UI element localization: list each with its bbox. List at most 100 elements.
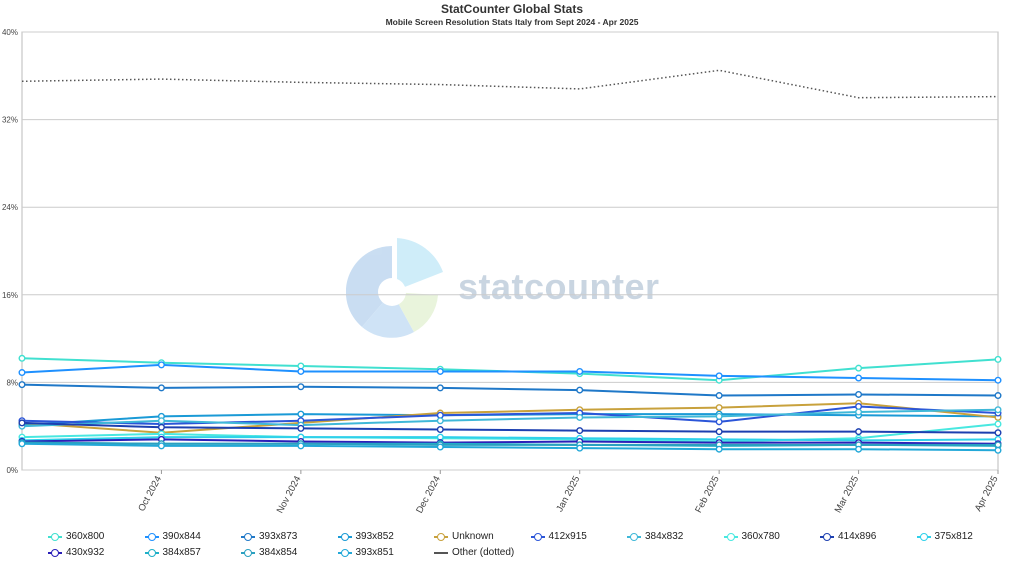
watermark-text: statcounter [458,266,660,307]
data-point [994,392,1002,400]
y-tick-label: 16% [2,291,18,300]
x-tick-label: Apr 2025 [973,474,1001,513]
legend-swatch-icon [144,548,159,558]
chart-title: StatCounter Global Stats [440,2,583,16]
legend-swatch-icon [820,532,834,542]
x-tick-label: Nov 2024 [275,474,304,515]
legend-swatch-icon [723,532,738,542]
legend-swatch-icon [337,532,352,542]
y-tick-label: 40% [2,28,18,37]
data-point [855,445,863,453]
legend-swatch-icon [916,532,931,542]
series-line [21,423,999,443]
data-point [297,362,305,370]
x-tick-label: Mar 2025 [833,474,862,515]
data-point [715,392,723,400]
legend-item[interactable]: 360x800 [48,531,104,542]
legend-label: 393x852 [355,531,394,542]
legend-item[interactable]: 414x896 [820,531,876,542]
data-point [715,445,723,453]
data-point [18,381,26,389]
legend-item[interactable]: 390x844 [144,531,201,542]
data-point [297,367,305,375]
data-point [715,418,723,426]
x-tick-label: Jan 2025 [554,474,582,514]
data-point [436,417,444,425]
legend-swatch-icon [144,532,159,542]
series-line [21,438,999,445]
data-point [436,384,444,392]
legend-item[interactable]: 375x812 [916,531,973,542]
data-point [18,440,26,448]
series-line [21,436,999,442]
series-line [21,383,999,397]
data-point [18,419,26,427]
legend-swatch-icon [48,548,62,558]
legend-swatch-icon [337,548,352,558]
data-point [994,420,1002,428]
data-point [855,402,863,410]
legend-swatch-icon [627,532,641,542]
series-line [21,421,999,434]
legend-item[interactable]: Unknown [434,531,494,542]
legend-item[interactable]: 384x854 [241,547,297,558]
data-point [157,423,165,431]
legend-swatch-icon [434,548,448,558]
y-tick-label: 8% [6,378,18,387]
statcounter-logo-icon [345,238,443,338]
data-point [297,410,305,418]
legend-item[interactable]: 384x857 [144,547,201,558]
data-point [855,408,863,416]
legend-swatch-icon [434,532,448,542]
series-line [21,408,999,428]
data-point [297,383,305,391]
legend-label: 412x915 [548,531,587,542]
legend-label: 393x873 [259,531,298,542]
legend-label: Unknown [452,531,494,542]
legend-item[interactable]: 430x932 [48,547,104,558]
legend-label: 384x857 [162,547,201,558]
legend-label: 375x812 [934,531,973,542]
data-point [855,390,863,398]
x-tick-label: Feb 2025 [693,474,722,515]
data-point [994,355,1002,363]
legend-label: Other (dotted) [452,547,515,558]
legend-item[interactable]: 393x873 [241,531,297,542]
legend-swatch-icon [530,532,545,542]
legend-label: 360x800 [66,531,105,542]
data-point [994,376,1002,384]
series-line [21,402,999,434]
data-point [994,441,1002,449]
legend-label: 414x896 [838,531,877,542]
data-point [855,428,863,436]
legend-item[interactable]: 393x851 [337,547,394,558]
data-point [436,433,444,441]
data-point [18,354,26,362]
series-line [21,405,999,426]
legend-label: 390x844 [162,531,201,542]
data-point [157,384,165,392]
legend-swatch-icon [241,548,255,558]
data-point [855,374,863,382]
legend-label: 384x854 [259,547,298,558]
legend-swatch-icon [241,532,255,542]
data-point [297,442,305,450]
data-point [715,372,723,380]
series-line [21,441,998,446]
data-point [994,446,1002,454]
legend-item[interactable]: Other (dotted) [434,547,514,558]
chart-subtitle: Mobile Screen Resolution Stats Italy fro… [385,17,639,27]
legend-item[interactable]: 412x915 [530,531,587,542]
legend-item[interactable]: 393x852 [337,531,394,542]
data-point [715,412,723,420]
legend-item[interactable]: 384x832 [627,531,683,542]
y-tick-label: 24% [2,203,18,212]
series-line [21,69,999,99]
data-point [576,413,584,421]
data-point [994,429,1002,437]
data-point [994,406,1002,414]
data-point [157,361,165,369]
data-point [157,442,165,450]
legend-item[interactable]: 360x780 [723,531,780,542]
legend-swatch-icon [48,532,62,542]
